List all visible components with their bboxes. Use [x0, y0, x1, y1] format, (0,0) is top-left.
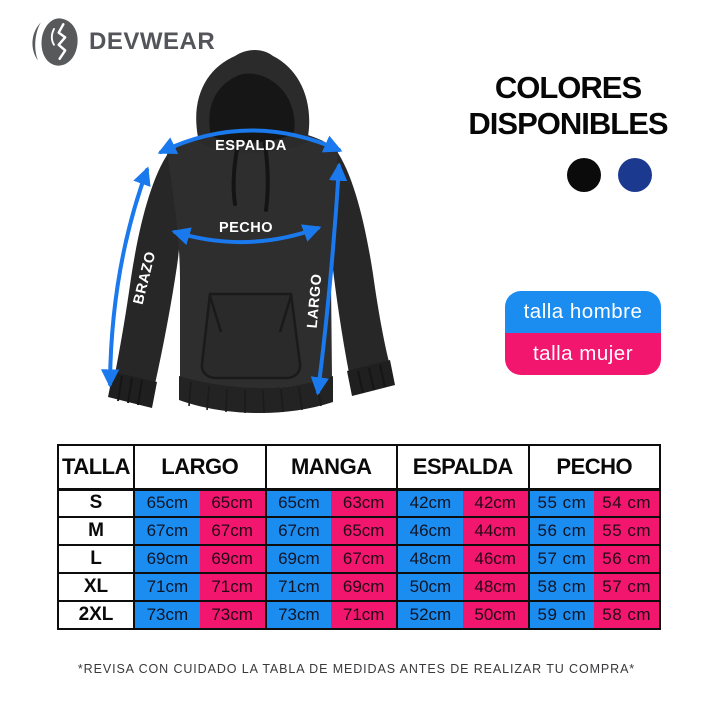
size-row-l: L 69cm 69cm 69cm 67cm 48cm 46cm 57 cm 56… — [57, 544, 662, 574]
brazo-arrow — [100, 166, 151, 388]
size-row-xl: XL 71cm 71cm 71cm 69cm 50cm 48cm 58 cm 5… — [57, 572, 662, 602]
cell-manga-hombre: 65cm — [264, 488, 332, 518]
cell-pecho-mujer: 54 cm — [594, 488, 662, 518]
col-header-largo: LARGO — [133, 444, 267, 491]
brand-logo: DEVWEAR — [26, 14, 215, 70]
size-label: S — [57, 488, 135, 518]
cell-espalda-mujer: 50cm — [462, 600, 530, 630]
cell-espalda-hombre: 50cm — [396, 572, 463, 602]
cell-manga-hombre: 71cm — [264, 572, 332, 602]
size-row-s: S 65cm 65cm 65cm 63cm 42cm 42cm 55 cm 54… — [57, 488, 662, 518]
cell-manga-hombre: 67cm — [264, 516, 332, 546]
cell-espalda-hombre: 52cm — [396, 600, 463, 630]
pecho-arrow — [171, 224, 322, 246]
size-row-2xl: 2XL 73cm 73cm 73cm 71cm 52cm 50cm 59 cm … — [57, 600, 662, 630]
legend-hombre-badge: talla hombre — [505, 291, 661, 333]
cell-pecho-hombre: 58 cm — [527, 572, 595, 602]
size-label: 2XL — [57, 600, 135, 630]
size-label: XL — [57, 572, 135, 602]
legend-mujer-badge: talla mujer — [505, 333, 661, 375]
cell-espalda-mujer: 44cm — [462, 516, 530, 546]
cell-espalda-hombre: 42cm — [396, 488, 463, 518]
color-swatches — [468, 157, 668, 192]
cell-manga-hombre: 73cm — [264, 600, 332, 630]
cell-espalda-mujer: 46cm — [462, 544, 530, 574]
brand-name: DEVWEAR — [89, 28, 216, 55]
cell-manga-mujer: 69cm — [331, 572, 399, 602]
col-header-talla: TALLA — [57, 444, 135, 491]
cell-manga-mujer: 65cm — [331, 516, 399, 546]
size-label: L — [57, 544, 135, 574]
legend-mujer-label: talla mujer — [532, 342, 634, 365]
cell-pecho-mujer: 56 cm — [594, 544, 662, 574]
cell-manga-mujer: 63cm — [331, 488, 399, 518]
brand-mark-icon — [32, 18, 78, 66]
cell-largo-mujer: 73cm — [199, 600, 267, 630]
cell-largo-hombre: 73cm — [133, 600, 200, 630]
size-legend: talla hombre talla mujer — [505, 291, 661, 375]
hoodie-right-sleeve — [325, 150, 395, 396]
cell-pecho-mujer: 55 cm — [594, 516, 662, 546]
size-table: TALLA LARGO MANGA ESPALDA PECHO S 65cm 6… — [57, 444, 662, 630]
cell-pecho-hombre: 59 cm — [527, 600, 595, 630]
cell-largo-mujer: 65cm — [199, 488, 267, 518]
cell-largo-mujer: 71cm — [199, 572, 267, 602]
colores-title-line1: COLORES — [494, 70, 642, 105]
cell-espalda-hombre: 48cm — [396, 544, 463, 574]
size-row-m: M 67cm 67cm 67cm 65cm 46cm 44cm 56 cm 55… — [57, 516, 662, 546]
size-table-header-row: TALLA LARGO MANGA ESPALDA PECHO — [57, 444, 662, 491]
col-header-pecho: PECHO — [527, 444, 662, 491]
cell-largo-hombre: 69cm — [133, 544, 200, 574]
hoodie-measurement-diagram: ESPALDA PECHO BRAZO LARGO — [95, 26, 465, 431]
cell-manga-mujer: 71cm — [331, 600, 399, 630]
cell-pecho-hombre: 56 cm — [527, 516, 595, 546]
color-swatch-navy — [618, 157, 652, 192]
largo-label: LARGO — [305, 273, 326, 329]
footer-note: *REVISA CON CUIDADO LA TABLA DE MEDIDAS … — [77, 662, 636, 676]
cell-manga-hombre: 69cm — [264, 544, 332, 574]
cell-largo-mujer: 69cm — [199, 544, 267, 574]
cell-largo-hombre: 67cm — [133, 516, 200, 546]
color-swatch-black — [567, 157, 601, 192]
legend-hombre-label: talla hombre — [523, 300, 643, 323]
largo-arrow — [310, 162, 348, 396]
size-label: M — [57, 516, 135, 546]
cell-espalda-mujer: 48cm — [462, 572, 530, 602]
colores-title-line2: DISPONIBLES — [468, 105, 668, 141]
colores-section: COLORES DISPONIBLES — [468, 70, 669, 192]
pecho-label: PECHO — [219, 220, 273, 236]
cell-largo-hombre: 71cm — [133, 572, 200, 602]
cell-pecho-mujer: 57 cm — [594, 572, 662, 602]
espalda-arrow — [157, 128, 343, 154]
col-header-manga: MANGA — [264, 444, 399, 491]
col-header-espalda: ESPALDA — [396, 444, 530, 491]
colores-title: COLORES DISPONIBLES — [468, 70, 668, 142]
cell-manga-mujer: 67cm — [331, 544, 399, 574]
hoodie-pocket — [200, 292, 302, 380]
cell-espalda-hombre: 46cm — [396, 516, 463, 546]
cell-pecho-hombre: 55 cm — [527, 488, 595, 518]
cell-pecho-mujer: 58 cm — [594, 600, 662, 630]
cell-espalda-mujer: 42cm — [462, 488, 530, 518]
cell-largo-mujer: 67cm — [199, 516, 267, 546]
cell-largo-hombre: 65cm — [133, 488, 200, 518]
cell-pecho-hombre: 57 cm — [527, 544, 595, 574]
espalda-label: ESPALDA — [215, 138, 287, 154]
